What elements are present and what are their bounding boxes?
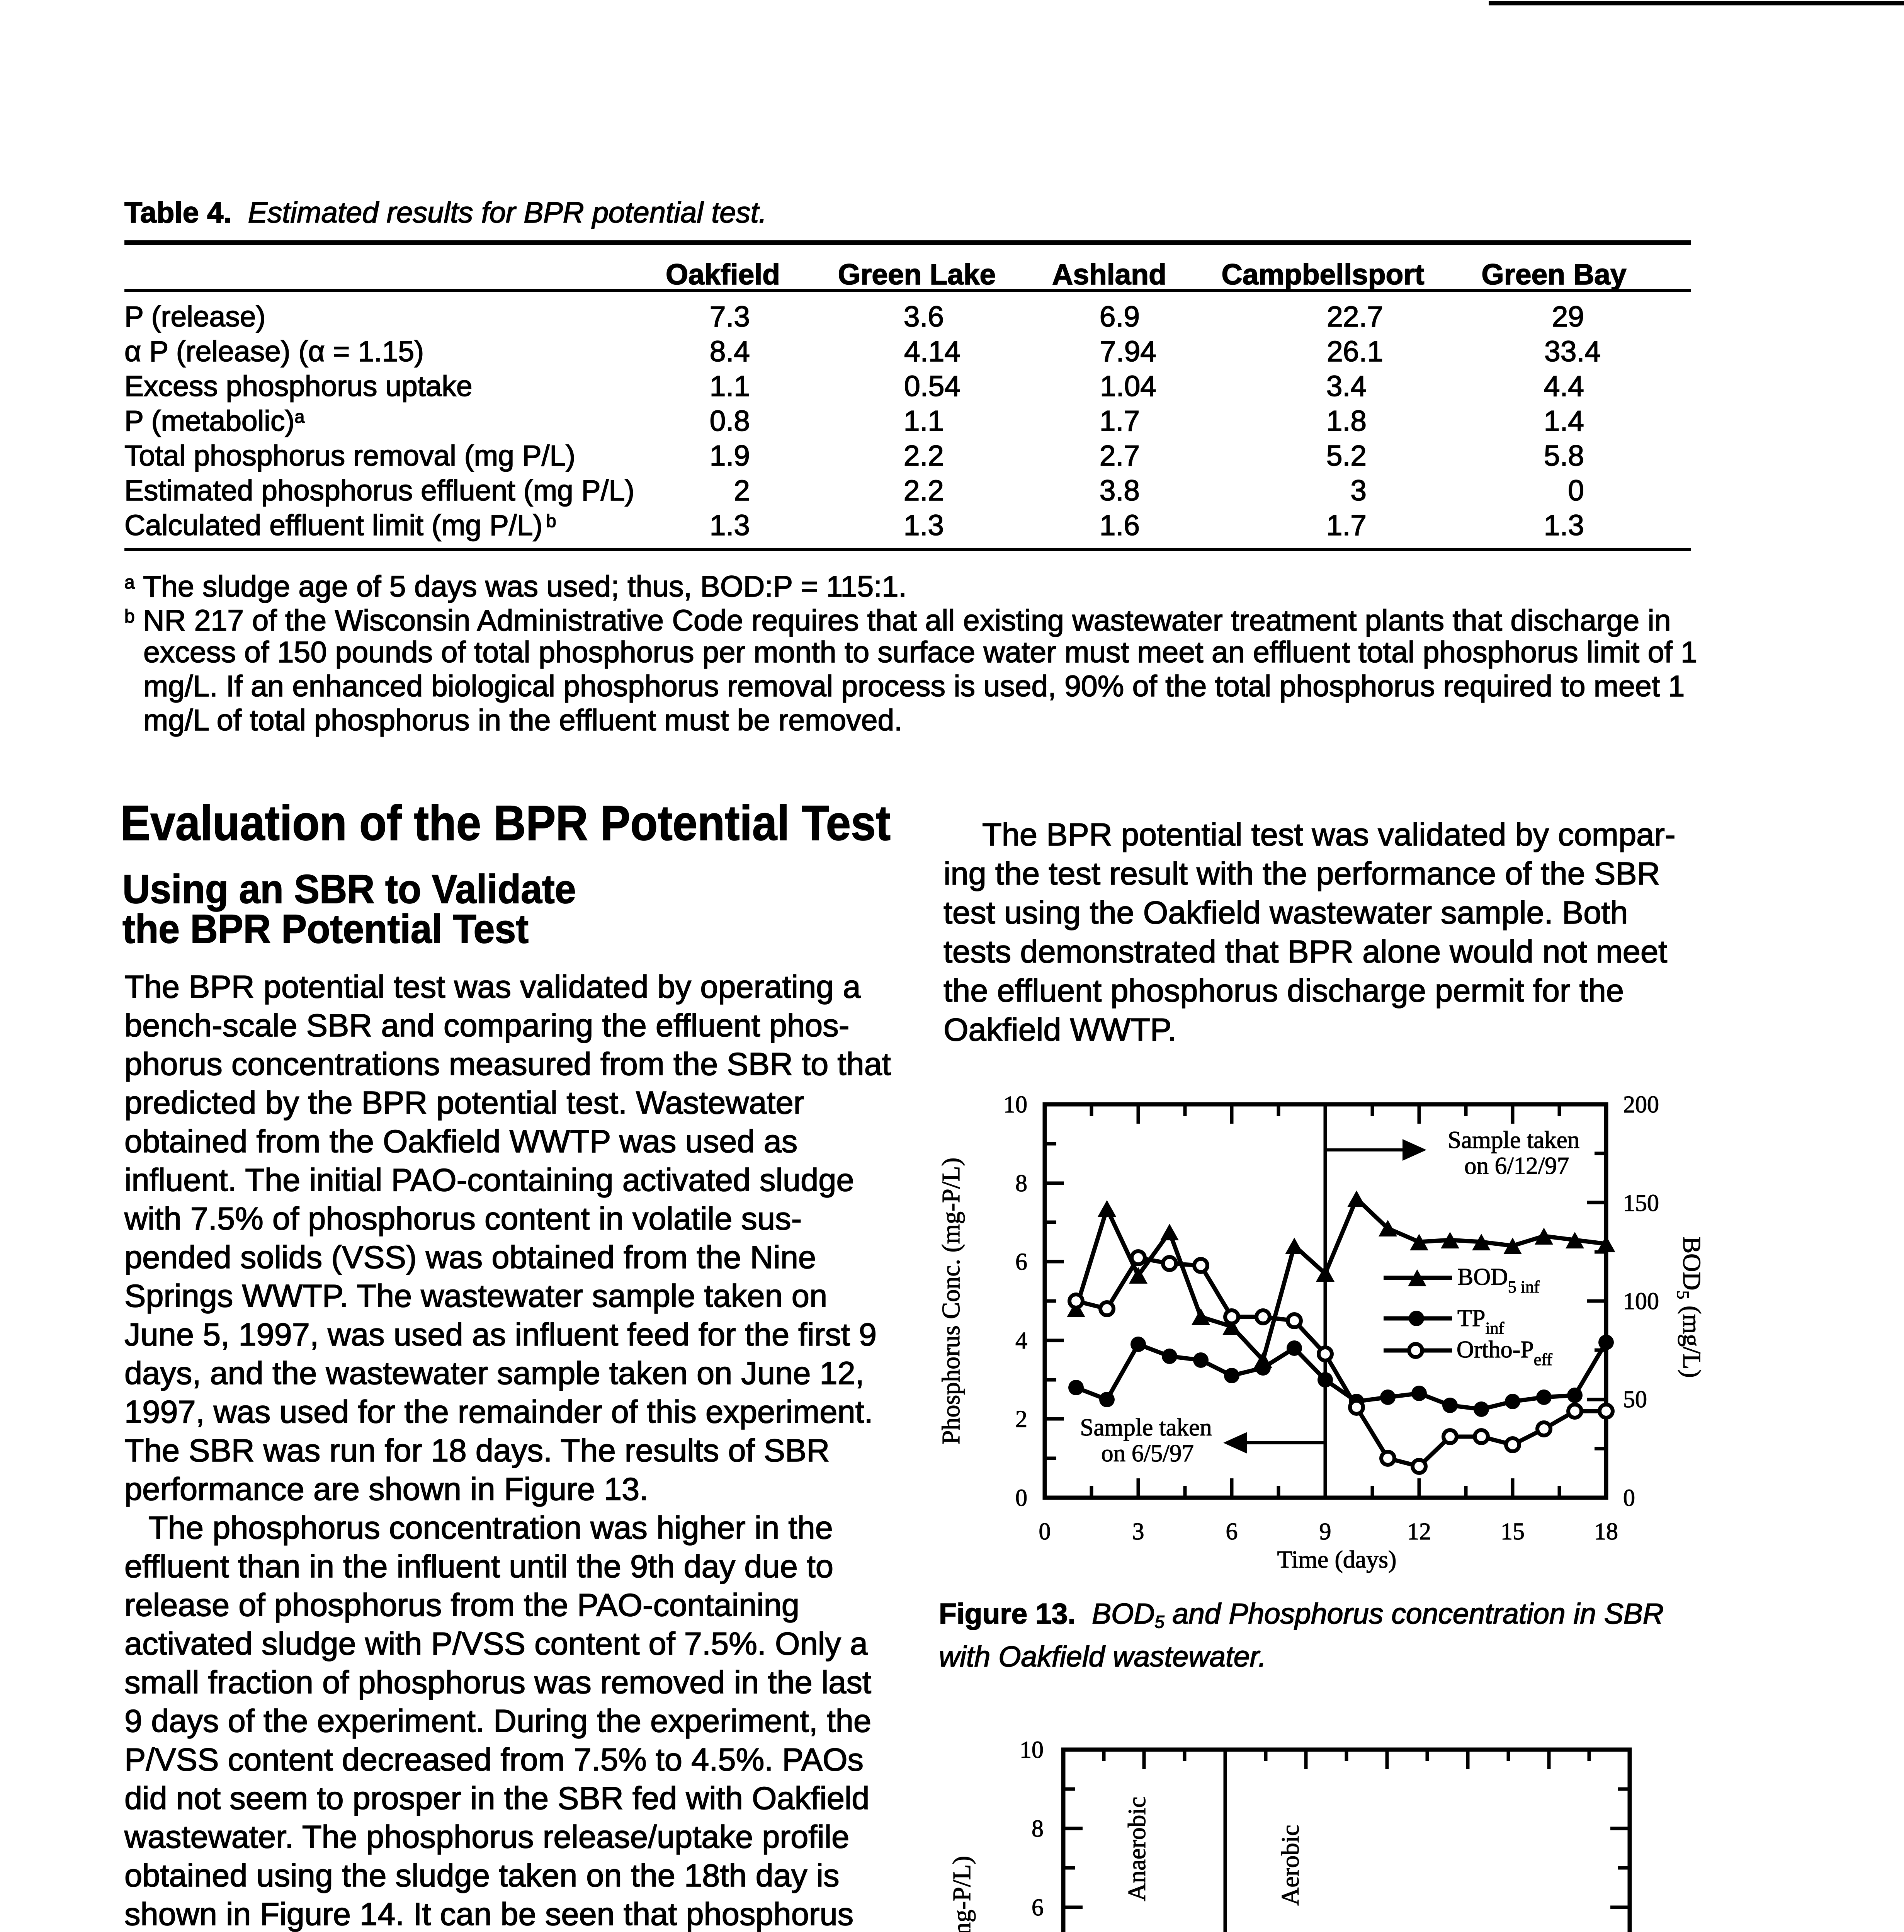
svg-text:on 6/12/97: on 6/12/97 [1464,1152,1569,1179]
svg-text:18: 18 [1594,1519,1618,1545]
svg-text:10: 10 [1003,1092,1027,1118]
svg-text:6: 6 [1015,1249,1027,1275]
svg-text:12: 12 [1407,1519,1431,1545]
svg-text:Sample taken: Sample taken [1080,1414,1212,1441]
svg-text:150: 150 [1623,1190,1659,1216]
svg-text:TPinf: TPinf [1457,1305,1504,1338]
svg-text:15: 15 [1501,1519,1525,1545]
svg-text:Phosphorus Conc. (mg-P/L): Phosphorus Conc. (mg-P/L) [937,1158,965,1445]
svg-text:Ortho-P (mg-P/L): Ortho-P (mg-P/L) [948,1856,976,1932]
svg-text:on 6/5/97: on 6/5/97 [1101,1440,1194,1467]
svg-text:BOD5 (mg/L): BOD5 (mg/L) [1673,1236,1706,1378]
svg-text:10: 10 [1020,1737,1044,1763]
svg-text:50: 50 [1623,1386,1647,1413]
svg-text:8: 8 [1015,1170,1027,1197]
svg-text:6: 6 [1032,1895,1044,1921]
svg-text:Sample taken: Sample taken [1448,1126,1579,1153]
svg-text:Aerobic: Aerobic [1277,1825,1304,1905]
svg-text:8: 8 [1032,1816,1044,1842]
svg-text:3: 3 [1132,1519,1144,1545]
svg-text:200: 200 [1623,1092,1659,1118]
svg-text:0: 0 [1015,1485,1027,1511]
svg-text:0: 0 [1623,1485,1635,1511]
svg-text:BOD5 inf: BOD5 inf [1457,1264,1540,1296]
svg-text:6: 6 [1226,1519,1238,1545]
svg-text:Anaerobic: Anaerobic [1123,1797,1151,1901]
svg-text:0: 0 [1039,1519,1051,1545]
svg-text:2: 2 [1015,1406,1027,1432]
svg-text:Time (days): Time (days) [1277,1546,1397,1573]
svg-text:4: 4 [1015,1328,1027,1354]
svg-text:9: 9 [1319,1519,1331,1545]
svg-text:Ortho-Peff: Ortho-Peff [1457,1337,1552,1369]
svg-text:100: 100 [1623,1288,1659,1315]
